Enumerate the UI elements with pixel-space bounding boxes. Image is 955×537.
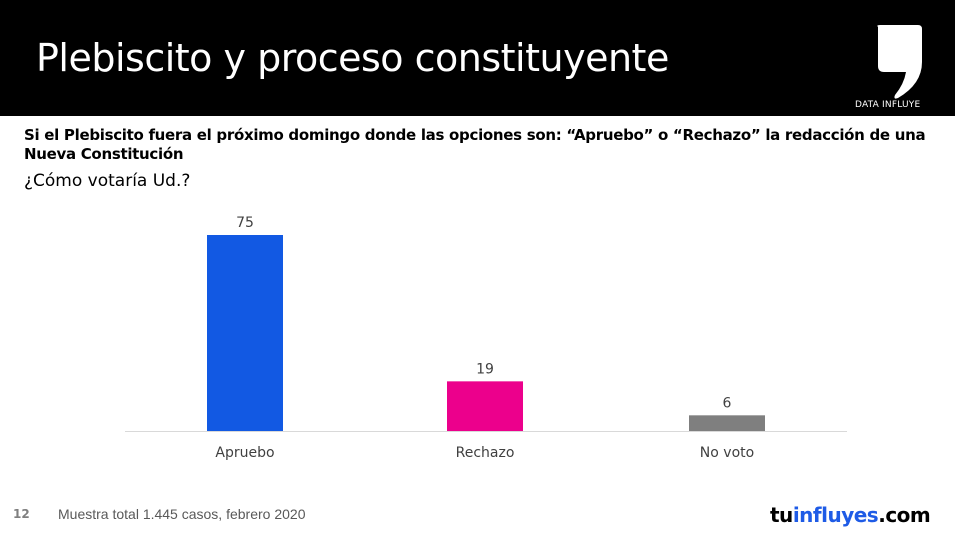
question-subtitle: ¿Cómo votaría Ud.? [24, 171, 191, 191]
bar-rechazo [447, 381, 523, 431]
data-label: 19 [476, 361, 494, 377]
data-label: 75 [236, 215, 254, 231]
category-label: No voto [700, 445, 754, 461]
category-label: Apruebo [215, 445, 274, 461]
brand-part-com: .com [878, 503, 931, 527]
brand-logo: tuinfluyes.com [770, 503, 931, 527]
sample-note: Muestra total 1.445 casos, febrero 2020 [58, 506, 306, 522]
category-label: Rechazo [456, 445, 515, 461]
logo-text: DATA INFLUYE [855, 100, 921, 110]
brand-part-tu: tu [770, 503, 793, 527]
data-label: 6 [723, 395, 732, 411]
comma-logo-icon [877, 25, 922, 99]
page-title: Plebiscito y proceso constituyente [36, 36, 669, 80]
bar-no-voto [689, 415, 765, 431]
header-bar: Plebiscito y proceso constituyente DATA … [0, 0, 955, 116]
page-number: 12 [13, 507, 30, 521]
bar-apruebo [207, 235, 283, 431]
question-text: Si el Plebiscito fuera el próximo doming… [24, 126, 926, 163]
brand-part-influyes: influyes [792, 503, 879, 527]
